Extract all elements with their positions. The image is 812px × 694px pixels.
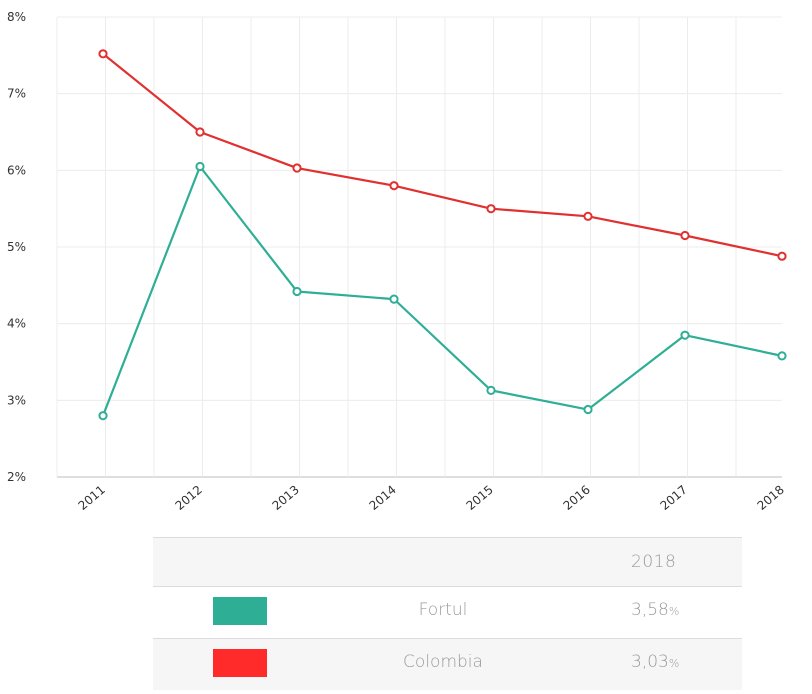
x-axis-ticks: 2011 2012 2013 2014 2015 2016 2017 2018 — [76, 483, 787, 513]
x-tick-label: 2015 — [464, 483, 496, 513]
fortul-data-point — [777, 351, 787, 361]
fortul-data-point — [98, 411, 108, 421]
colombia-data-point — [195, 127, 205, 137]
y-tick-label: 5% — [7, 240, 26, 254]
colombia-data-point — [680, 230, 690, 241]
fortul-data-point — [680, 330, 690, 340]
y-tick-label: 6% — [7, 163, 26, 177]
colombia-color-swatch — [213, 649, 267, 677]
colombia-series-line — [102, 52, 783, 258]
x-tick-label: 2014 — [367, 483, 399, 513]
fortul-data-point — [292, 286, 302, 297]
x-tick-label: 2011 — [76, 483, 108, 513]
line-chart: 2%3%4%5%6%7%8% 2011 2012 2013 2014 2015 2016 2… — [7, 10, 787, 513]
y-tick-label: 8% — [7, 10, 26, 24]
fortul-label: Fortul — [418, 600, 468, 620]
colombia-label: Colombia — [403, 652, 483, 672]
colombia-data-point — [777, 251, 787, 261]
colombia-data-point — [486, 204, 496, 214]
colombia-data-point — [583, 211, 593, 221]
x-tick-label: 2012 — [173, 483, 205, 513]
table-row-fortul: Fortul 3,58% — [153, 586, 742, 638]
colombia-value: 3,03% — [631, 652, 680, 672]
colombia-data-point — [292, 163, 302, 173]
colombia-data-point — [98, 49, 108, 59]
fortul-color-swatch — [213, 597, 267, 625]
fortul-data-point — [389, 294, 399, 304]
y-tick-label: 3% — [7, 393, 26, 407]
x-tick-label: 2016 — [561, 483, 593, 513]
series-group — [98, 49, 787, 421]
fortul-value: 3,58% — [631, 600, 680, 620]
y-tick-label: 2% — [7, 470, 26, 484]
fortul-data-point — [486, 385, 496, 395]
fortul-data-point — [195, 161, 205, 172]
table-year-header: 2018 — [631, 552, 677, 572]
fortul-series-line — [101, 165, 783, 417]
table-row-colombia: Colombia 3,03% — [153, 638, 742, 690]
y-tick-label: 4% — [7, 317, 26, 331]
x-tick-label: 2017 — [658, 483, 690, 513]
y-axis-ticks: 2% 3% 4% 5% 6% 7% 8% — [7, 10, 26, 484]
grid-lines — [56, 16, 782, 478]
x-tick-label: 2018 — [755, 483, 787, 513]
y-tick-label: 7% — [7, 87, 26, 101]
x-tick-label: 2013 — [270, 483, 302, 513]
fortul-data-point — [583, 404, 593, 415]
legend-table: 2018 Fortul 3,58% Colombia 3,03% — [153, 537, 742, 690]
colombia-data-point — [389, 181, 399, 191]
table-header-row: 2018 — [153, 537, 742, 586]
